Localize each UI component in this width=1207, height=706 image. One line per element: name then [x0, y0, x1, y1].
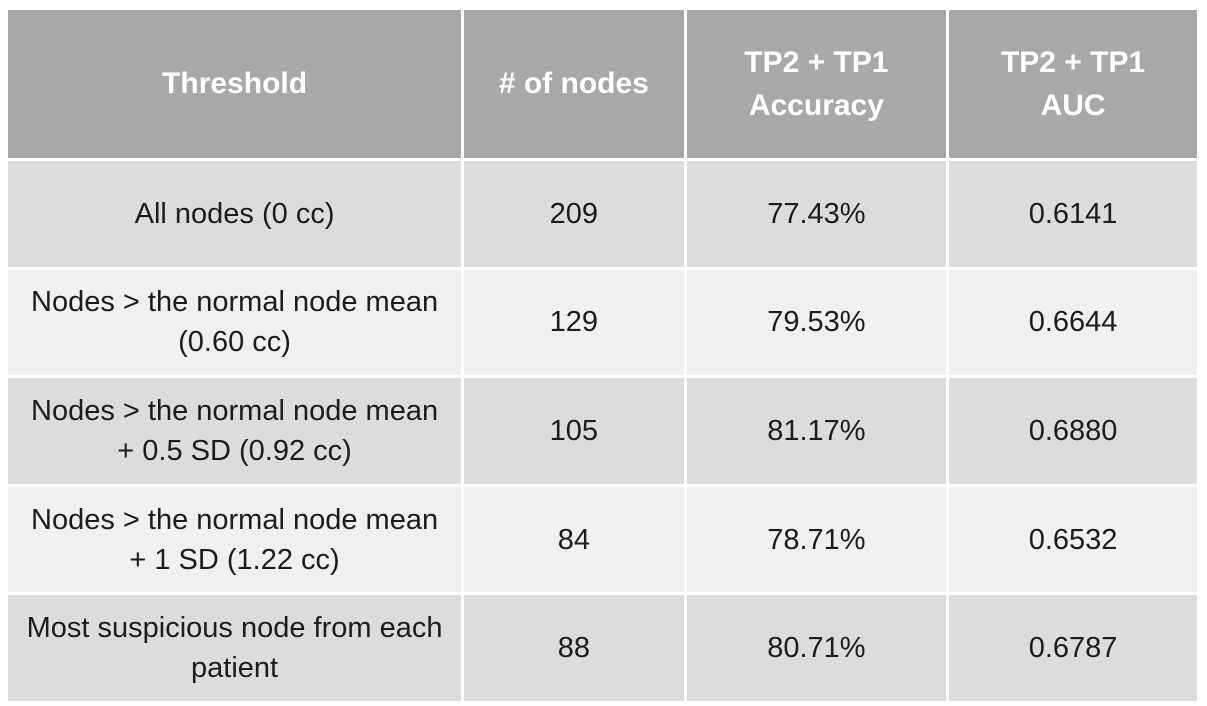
col-header-threshold: Threshold	[8, 10, 462, 158]
cell-threshold: Nodes > the normal node mean + 0.5 SD (0…	[8, 378, 462, 484]
cell-accuracy: 77.43%	[686, 161, 947, 267]
table-row: Nodes > the normal node mean + 0.5 SD (0…	[8, 378, 1197, 484]
cell-accuracy: 80.71%	[686, 595, 947, 701]
table-row: Most suspicious node from each patient 8…	[8, 595, 1197, 701]
cell-threshold: Nodes > the normal node mean (0.60 cc)	[8, 269, 462, 376]
table-row: Nodes > the normal node mean + 1 SD (1.2…	[8, 486, 1197, 593]
cell-accuracy: 79.53%	[686, 269, 947, 376]
cell-auc: 0.6880	[949, 378, 1197, 484]
cell-num-nodes: 209	[464, 161, 684, 267]
cell-threshold: Most suspicious node from each patient	[8, 595, 462, 701]
table-row: Nodes > the normal node mean (0.60 cc) 1…	[8, 269, 1197, 376]
cell-num-nodes: 88	[464, 595, 684, 701]
cell-num-nodes: 84	[464, 486, 684, 593]
header-row: Threshold # of nodes TP2 + TP1 Accuracy …	[8, 10, 1197, 158]
cell-auc: 0.6644	[949, 269, 1197, 376]
cell-accuracy: 81.17%	[686, 378, 947, 484]
table-row: All nodes (0 cc) 209 77.43% 0.6141	[8, 161, 1197, 267]
cell-accuracy: 78.71%	[686, 486, 947, 593]
col-header-num-nodes: # of nodes	[464, 10, 684, 158]
cell-threshold: All nodes (0 cc)	[8, 161, 462, 267]
cell-num-nodes: 129	[464, 269, 684, 376]
col-header-accuracy: TP2 + TP1 Accuracy	[686, 10, 947, 158]
cell-threshold: Nodes > the normal node mean + 1 SD (1.2…	[8, 486, 462, 593]
cell-auc: 0.6787	[949, 595, 1197, 701]
results-table: Threshold # of nodes TP2 + TP1 Accuracy …	[5, 7, 1200, 704]
cell-auc: 0.6141	[949, 161, 1197, 267]
cell-num-nodes: 105	[464, 378, 684, 484]
col-header-auc: TP2 + TP1 AUC	[949, 10, 1197, 158]
cell-auc: 0.6532	[949, 486, 1197, 593]
